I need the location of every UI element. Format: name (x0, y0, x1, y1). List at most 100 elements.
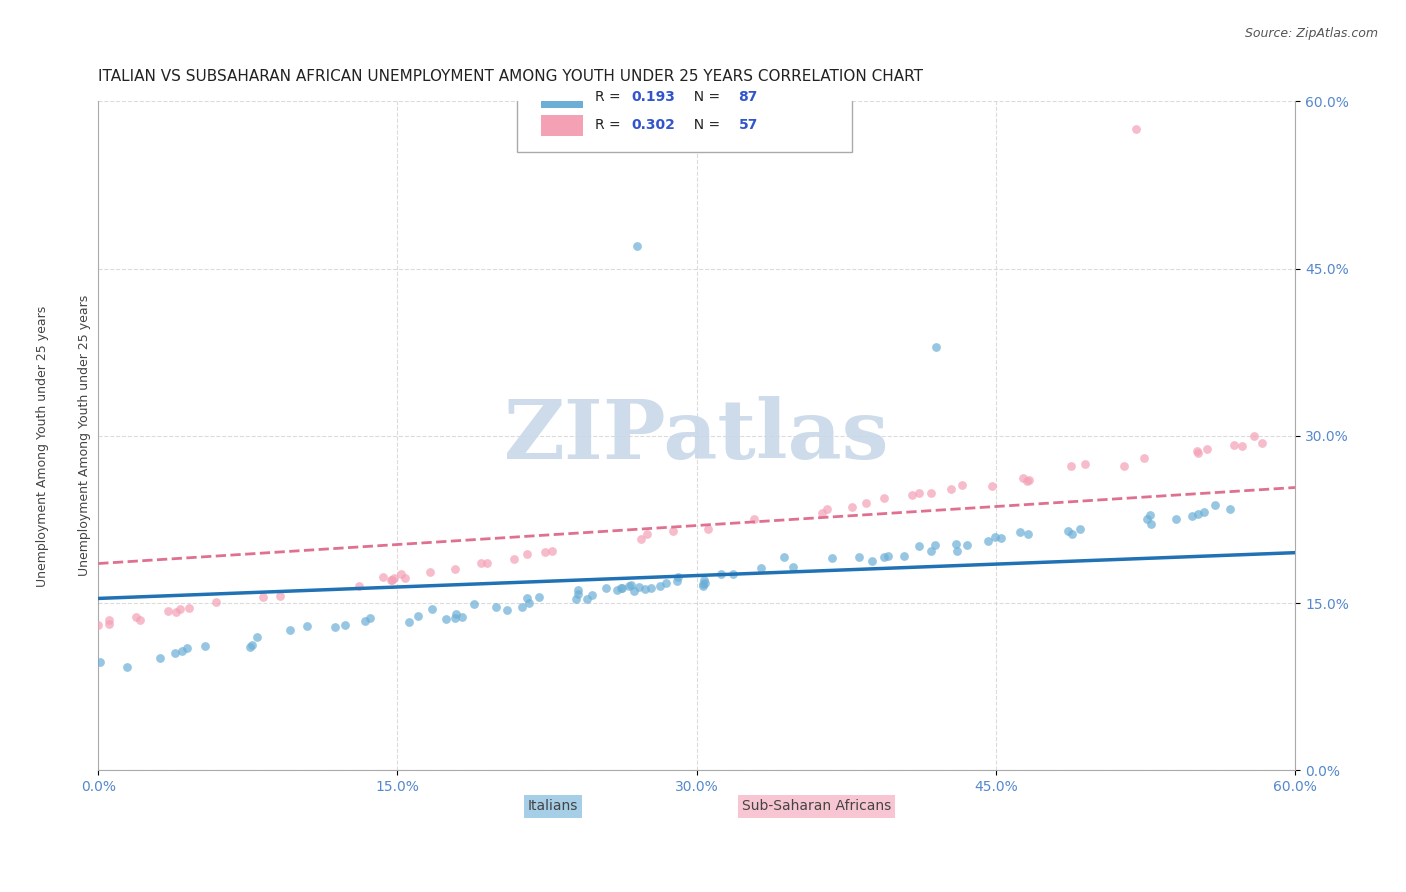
Point (503, 551, 526, 566)
Point (470, 556, 492, 570)
Point (371, 570, 394, 584)
Point (240, 638, 263, 652)
Point (1056, 524, 1078, 539)
Point (855, 496, 877, 510)
Point (1136, 512, 1159, 526)
Point (205, 595, 228, 609)
Point (1114, 458, 1136, 473)
Point (626, 239, 648, 253)
Point (444, 562, 467, 576)
Point (610, 581, 633, 595)
Point (347, 579, 370, 593)
Point (353, 614, 375, 628)
Point (170, 643, 193, 657)
Point (380, 573, 402, 587)
Point (516, 591, 538, 605)
Point (945, 537, 967, 551)
Point (333, 617, 356, 632)
Point (815, 502, 838, 516)
Text: N =: N = (685, 90, 724, 104)
Point (860, 554, 883, 568)
Point (89, 655, 111, 669)
Point (630, 532, 652, 546)
Point (744, 512, 766, 526)
Point (98, 616, 121, 631)
Point (115, 660, 138, 674)
Point (811, 506, 834, 520)
Point (955, 538, 977, 552)
Point (990, 531, 1012, 545)
Point (359, 611, 381, 625)
Point (620, 578, 643, 592)
Point (1187, 508, 1209, 522)
Point (877, 549, 900, 564)
Point (157, 604, 180, 618)
Point (848, 549, 870, 564)
Point (821, 550, 844, 565)
Point (163, 646, 186, 660)
Point (623, 584, 645, 599)
Point (666, 570, 689, 584)
Point (612, 581, 634, 595)
Point (636, 527, 658, 541)
Point (661, 524, 683, 539)
Text: Italians: Italians (527, 799, 578, 814)
Point (165, 605, 187, 619)
Point (693, 575, 716, 590)
Point (692, 577, 714, 591)
Point (252, 590, 274, 604)
Text: ITALIAN VS SUBSAHARAN AFRICAN UNEMPLOYMENT AMONG YOUTH UNDER 25 YEARS CORRELATIO: ITALIAN VS SUBSAHARAN AFRICAN UNEMPLOYME… (98, 69, 924, 84)
FancyBboxPatch shape (541, 115, 583, 136)
Point (575, 592, 598, 607)
Point (980, 479, 1002, 493)
Point (382, 571, 405, 585)
Point (1164, 512, 1187, 526)
Text: 87: 87 (738, 90, 758, 104)
Point (1074, 457, 1097, 471)
Point (1017, 527, 1039, 541)
Point (721, 566, 744, 581)
Point (269, 589, 291, 603)
Point (901, 488, 924, 502)
Point (1185, 444, 1208, 458)
Text: Sub-Saharan Africans: Sub-Saharan Africans (742, 799, 891, 814)
Point (606, 583, 628, 598)
Point (945, 544, 967, 558)
Point (1139, 516, 1161, 531)
Point (323, 620, 346, 634)
Point (444, 607, 467, 621)
FancyBboxPatch shape (517, 71, 852, 152)
Point (475, 556, 498, 570)
Point (908, 486, 931, 500)
Point (129, 613, 152, 627)
Point (1060, 458, 1083, 473)
Y-axis label: Unemployment Among Youth under 25 years: Unemployment Among Youth under 25 years (79, 295, 91, 576)
Point (419, 565, 441, 579)
Point (924, 538, 946, 552)
Text: 0.193: 0.193 (631, 90, 675, 104)
Point (628, 580, 651, 594)
Text: Unemployment Among Youth under 25 years: Unemployment Among Youth under 25 years (35, 305, 49, 587)
Point (873, 491, 896, 506)
Point (239, 640, 262, 654)
Point (773, 550, 796, 565)
Point (510, 599, 533, 614)
Point (398, 615, 420, 629)
Point (381, 573, 404, 587)
Point (841, 500, 863, 514)
Point (1251, 436, 1274, 450)
Point (939, 483, 962, 497)
Text: 0.302: 0.302 (631, 119, 675, 132)
Point (893, 549, 915, 563)
Point (650, 579, 672, 593)
Point (692, 579, 714, 593)
Point (541, 543, 564, 558)
Point (278, 623, 301, 637)
Point (406, 609, 429, 624)
Point (434, 612, 457, 626)
Point (169, 601, 191, 615)
Point (97, 613, 120, 627)
Point (1187, 445, 1209, 459)
Point (1011, 471, 1033, 485)
Point (394, 571, 416, 585)
